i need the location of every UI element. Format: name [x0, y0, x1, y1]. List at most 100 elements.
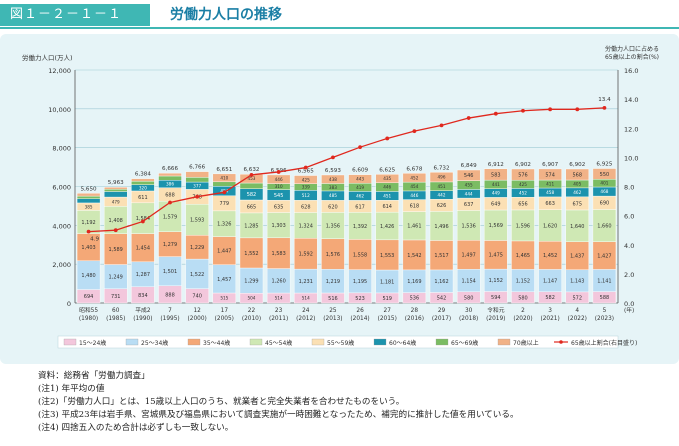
bar-segment: [565, 168, 589, 181]
ratio-point: [466, 116, 471, 120]
segment-value-label: 545: [274, 193, 284, 199]
y2-tick-label: 0.0: [624, 300, 634, 308]
bar-segment: [456, 169, 481, 181]
segment-value-label: 1,465: [516, 253, 530, 259]
segment-value-label: 583: [491, 172, 501, 178]
x-tick-label: (2018): [459, 316, 478, 322]
segment-value-label: 410: [220, 175, 228, 180]
ratio-point: [602, 105, 607, 110]
segment-value-label: 453: [247, 176, 255, 181]
x-tick-label: 12: [193, 308, 201, 314]
x-tick-label: (2015): [378, 316, 397, 322]
segment-value-label: 740: [192, 294, 202, 300]
bar-segment: [212, 173, 237, 183]
legend-label: 65～69歳: [451, 339, 478, 347]
segment-value-label: 1,589: [109, 247, 123, 253]
bar-segment: [212, 181, 237, 187]
bar-total-label: 6,593: [325, 168, 341, 174]
ratio-data-label: 4.9: [90, 237, 99, 243]
segment-value-label: 617: [355, 204, 365, 210]
segment-value-label: 731: [111, 294, 121, 300]
y-tick-label: 6,000: [52, 184, 71, 192]
x-tick-label: (1990): [133, 316, 152, 322]
note-4: (注4) 四捨五入のため合計は必ずしも一致しない。: [38, 423, 234, 433]
x-tick-label: (2023): [595, 316, 614, 322]
x-tick-label: 24: [302, 308, 310, 314]
ratio-point: [195, 194, 200, 199]
y2-tick-label: 8.0: [624, 184, 634, 192]
segment-value-label: 1,147: [543, 278, 557, 284]
segment-value-label: 637: [464, 202, 474, 208]
segment-value-label: 694: [84, 294, 94, 300]
segment-value-label: 1,141: [597, 278, 611, 284]
legend-swatch: [497, 338, 511, 346]
segment-value-label: 454: [410, 184, 418, 189]
segment-value-label: 779: [220, 201, 230, 207]
bar-total-label: 6,678: [406, 166, 422, 172]
bar-segment: [158, 175, 182, 181]
x-tick-label: (2016): [405, 316, 424, 322]
segment-value-label: 1,569: [489, 223, 503, 229]
segment-value-label: 1,279: [163, 242, 177, 248]
x-tick-label: (1980): [79, 316, 98, 322]
ratio-point: [249, 172, 254, 177]
bar-total-label: 5,963: [108, 180, 124, 186]
segment-value-label: 405: [573, 182, 581, 187]
segment-value-label: 1,229: [190, 245, 204, 251]
bar-total-label: 6,384: [135, 172, 151, 178]
segment-value-label: 1,517: [434, 253, 448, 259]
notes: 資料：総務省「労働力調査」 (注1) 年平均の値 (注2)「労働力人口」とは、1…: [38, 370, 519, 435]
x-tick-label: 27: [384, 308, 392, 314]
segment-value-label: 594: [491, 295, 501, 301]
legend-label: 35～44歳: [203, 339, 230, 347]
bar-segment: [294, 175, 318, 184]
legend-swatch: [311, 338, 325, 346]
segment-value-label: 485: [329, 193, 337, 198]
x-tick-label: 3: [548, 308, 552, 314]
x-axis-unit: (年): [624, 306, 634, 314]
segment-value-label: 1,660: [597, 224, 611, 230]
ratio-point: [222, 190, 227, 195]
ratio-point: [358, 145, 362, 150]
x-tick-label: 昭和55: [79, 306, 98, 314]
segment-value-label: 546: [464, 173, 474, 179]
x-tick-label: (2010): [242, 316, 261, 322]
segment-value-label: 1,447: [217, 249, 231, 255]
legend-label: 25～34歳: [141, 339, 168, 347]
bar-segment: [76, 193, 101, 197]
legend-label: 55～59歳: [327, 339, 354, 347]
x-tick-label: (2005): [215, 316, 234, 322]
segment-value-label: 1,427: [597, 253, 611, 259]
figure-number: 図１－２－１－１: [0, 4, 150, 26]
x-tick-label: (2013): [323, 316, 342, 322]
bar-total-label: 6,565: [298, 169, 314, 175]
segment-value-label: 1,231: [299, 279, 313, 285]
bar-segment: [185, 171, 209, 178]
bar-total-label: 6,625: [379, 167, 395, 173]
segment-value-label: 580: [464, 295, 474, 301]
ratio-point: [412, 129, 417, 134]
segment-value-label: 1,181: [380, 279, 394, 285]
segment-value-label: 1,403: [81, 245, 95, 251]
bar-total-label: 6,849: [461, 163, 477, 169]
segment-value-label: 1,437: [570, 254, 584, 260]
segment-value-label: 1,192: [81, 220, 95, 226]
segment-value-label: 1,249: [109, 275, 123, 281]
x-tick-label: (2000): [188, 316, 207, 322]
bar-segment: [131, 181, 155, 185]
segment-value-label: 451: [383, 193, 391, 198]
bar-total-label: 6,666: [162, 166, 178, 172]
ratio-point: [331, 155, 335, 160]
y-tick-label: 10,000: [48, 106, 71, 114]
segment-value-label: 1,287: [136, 272, 150, 278]
x-tick-label: 7: [168, 308, 172, 314]
y2-axis-label: 労働力人口に占める: [605, 45, 659, 53]
y-tick-label: 8,000: [52, 145, 71, 153]
segment-value-label: 1,480: [81, 273, 95, 279]
bar-segment: [104, 189, 128, 192]
legend-label: 70歳以上: [513, 339, 539, 347]
segment-value-label: 1,501: [163, 269, 177, 275]
segment-value-label: 441: [492, 182, 500, 187]
ratio-point: [521, 108, 525, 113]
segment-value-label: 611: [138, 195, 148, 201]
